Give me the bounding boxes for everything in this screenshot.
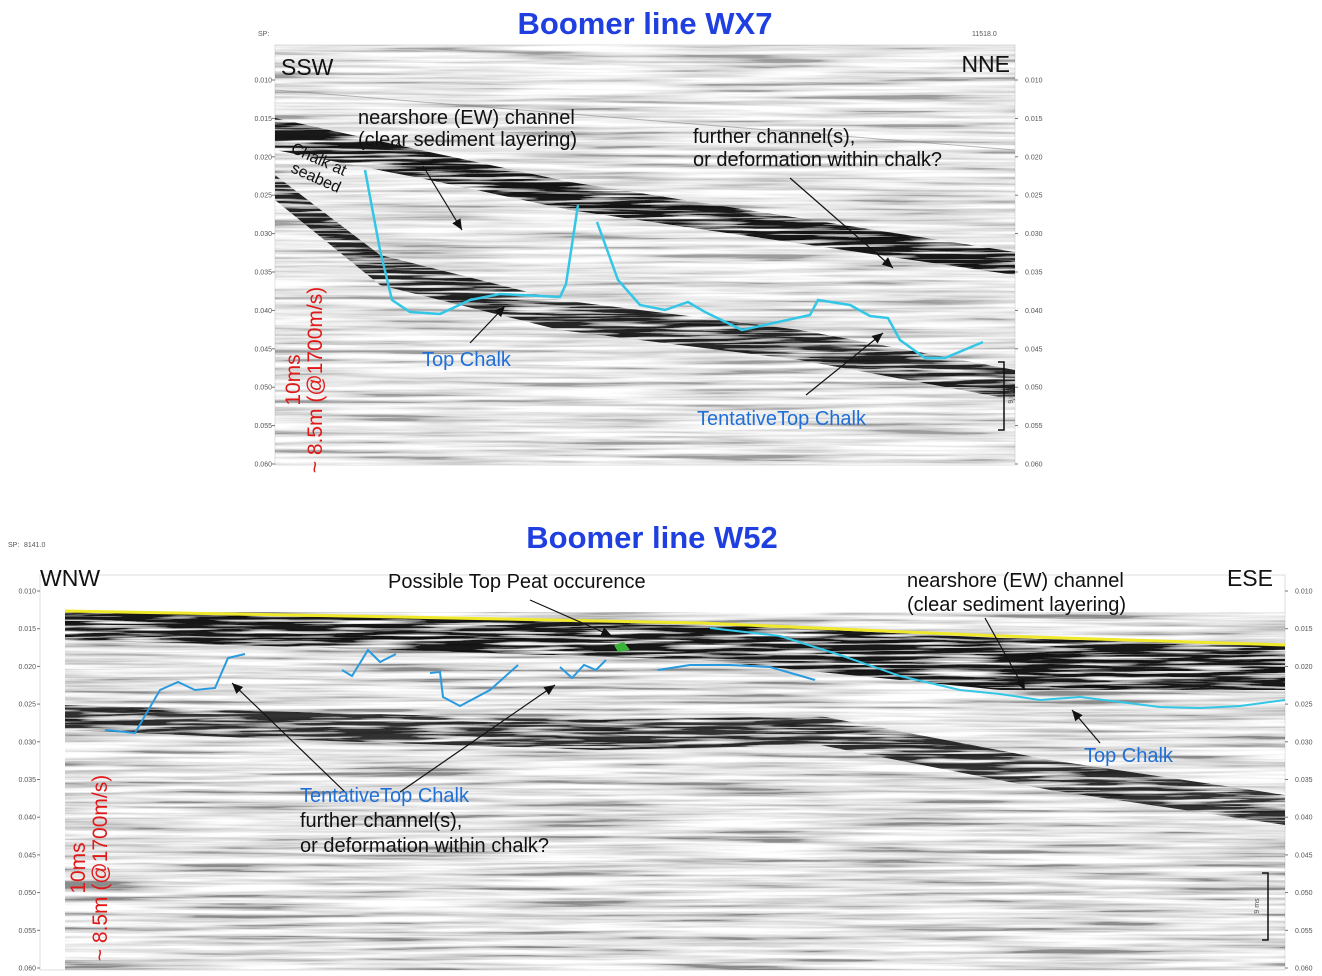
depth-tick-label: 0.060 bbox=[18, 966, 36, 973]
velocity-note: 10ms bbox=[67, 842, 90, 893]
depth-tick-label: 0.025 bbox=[18, 702, 36, 709]
depth-tick-label: 0.020 bbox=[1025, 154, 1043, 161]
depth-tick-label: 0.060 bbox=[1295, 966, 1313, 973]
depth-tick-label: 0.030 bbox=[1295, 739, 1313, 746]
sp-label: SP: bbox=[258, 31, 269, 38]
depth-tick-label: 0.050 bbox=[18, 890, 36, 897]
annotation: nearshore (EW) channel bbox=[907, 570, 1124, 592]
depth-tick-label: 0.050 bbox=[1295, 890, 1313, 897]
velocity-note: 10ms bbox=[282, 354, 305, 405]
depth-tick-label: 0.030 bbox=[254, 231, 272, 238]
annotation: (clear sediment layering) bbox=[358, 129, 577, 151]
depth-tick-label: 0.015 bbox=[254, 116, 272, 123]
depth-tick-label: 0.030 bbox=[18, 739, 36, 746]
depth-tick-label: 0.010 bbox=[1025, 78, 1043, 85]
direction-left: WNW bbox=[40, 565, 100, 591]
depth-tick-label: 0.055 bbox=[1025, 423, 1043, 430]
annotation: (clear sediment layering) bbox=[907, 594, 1126, 616]
sp-label: SP: bbox=[8, 542, 19, 549]
annotation: TentativeTop Chalk bbox=[697, 408, 867, 430]
sp-start: 8141.0 bbox=[24, 542, 46, 549]
depth-tick-label: 0.050 bbox=[1025, 385, 1043, 392]
figure: Boomer line WX7 SP: 11518.0 SSW NNE Chal… bbox=[0, 0, 1322, 976]
depth-tick-label: 0.040 bbox=[254, 308, 272, 315]
annotation: further channel(s), bbox=[300, 810, 462, 832]
annotation: nearshore (EW) channel bbox=[358, 107, 575, 129]
annotation: further channel(s), bbox=[693, 126, 855, 148]
depth-tick-label: 0.025 bbox=[1025, 193, 1043, 200]
depth-tick-label: 0.045 bbox=[254, 346, 272, 353]
depth-tick-label: 0.010 bbox=[18, 589, 36, 596]
depth-tick-label: 0.055 bbox=[18, 928, 36, 935]
depth-tick-label: 0.015 bbox=[1025, 116, 1043, 123]
depth-tick-label: 0.045 bbox=[1025, 346, 1043, 353]
depth-tick-label: 0.040 bbox=[1025, 308, 1043, 315]
depth-tick-label: 0.040 bbox=[18, 815, 36, 822]
depth-tick-label: 0.025 bbox=[254, 193, 272, 200]
depth-tick-label: 0.020 bbox=[18, 664, 36, 671]
depth-tick-label: 0.040 bbox=[1295, 815, 1313, 822]
title: Boomer line W52 bbox=[526, 520, 778, 555]
depth-tick-label: 0.020 bbox=[1295, 664, 1313, 671]
page: Boomer line WX7 SP: 11518.0 SSW NNE Chal… bbox=[0, 0, 1322, 976]
direction-right: ESE bbox=[1227, 565, 1273, 591]
annotation: or deformation within chalk? bbox=[300, 835, 549, 857]
scale-label: 9 ms bbox=[1254, 898, 1261, 914]
depth-tick-label: 0.010 bbox=[1295, 589, 1313, 596]
depth-tick-label: 0.015 bbox=[18, 626, 36, 633]
depth-tick-label: 0.020 bbox=[254, 154, 272, 161]
annotation: TentativeTop Chalk bbox=[300, 785, 470, 807]
depth-tick-label: 0.015 bbox=[1295, 626, 1313, 633]
scale-label: 9 ms bbox=[1008, 388, 1015, 404]
title: Boomer line WX7 bbox=[518, 6, 773, 41]
depth-tick-label: 0.010 bbox=[254, 78, 272, 85]
depth-tick-label: 0.035 bbox=[1295, 777, 1313, 784]
depth-tick-label: 0.060 bbox=[254, 462, 272, 469]
depth-tick-label: 0.050 bbox=[254, 385, 272, 392]
depth-tick-label: 0.045 bbox=[18, 852, 36, 859]
velocity-note: ~ 8.5m (@1700m/s) bbox=[304, 287, 327, 473]
depth-tick-label: 0.055 bbox=[1295, 928, 1313, 935]
depth-tick-label: 0.030 bbox=[1025, 231, 1043, 238]
annotation: or deformation within chalk? bbox=[693, 149, 942, 171]
depth-tick-label: 0.025 bbox=[1295, 702, 1313, 709]
seismic-section-w52 bbox=[40, 575, 1285, 970]
depth-tick-label: 0.045 bbox=[1295, 852, 1313, 859]
direction-left: SSW bbox=[281, 54, 334, 80]
depth-tick-label: 0.055 bbox=[254, 423, 272, 430]
depth-tick-label: 0.035 bbox=[254, 270, 272, 277]
direction-right: NNE bbox=[961, 51, 1010, 77]
depth-tick-label: 0.035 bbox=[18, 777, 36, 784]
depth-tick-label: 0.035 bbox=[1025, 270, 1043, 277]
annotation: Possible Top Peat occurence bbox=[388, 571, 646, 593]
sp-end: 11518.0 bbox=[972, 31, 997, 38]
annotation: Top Chalk bbox=[422, 349, 512, 371]
depth-tick-label: 0.060 bbox=[1025, 462, 1043, 469]
velocity-note: ~ 8.5m (@1700m/s) bbox=[89, 775, 112, 961]
annotation: Top Chalk bbox=[1084, 745, 1174, 767]
